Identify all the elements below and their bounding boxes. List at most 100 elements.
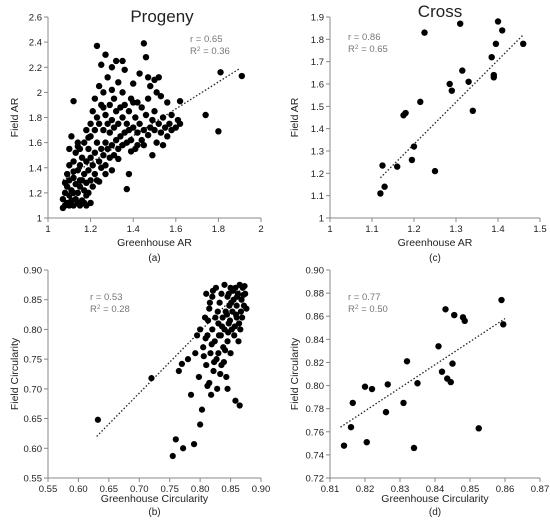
data-point [115, 120, 122, 127]
data-point [446, 80, 453, 88]
data-point [164, 99, 171, 106]
data-point [74, 143, 82, 150]
data-point [237, 326, 244, 333]
data-point [204, 317, 212, 324]
data-point [203, 290, 210, 297]
data-point [136, 120, 143, 127]
data-point [197, 326, 204, 333]
data-point [215, 128, 222, 135]
data-point [190, 441, 198, 448]
x-tick-label: 2 [258, 224, 263, 235]
data-point [76, 162, 84, 169]
data-point [123, 120, 131, 127]
data-point [108, 141, 116, 149]
data-point [76, 177, 84, 184]
data-point [235, 338, 242, 345]
panel-label: (d) [429, 507, 441, 518]
data-point [70, 168, 77, 175]
data-point [469, 107, 476, 115]
data-point [66, 162, 73, 169]
data-point [241, 282, 248, 290]
data-point [78, 154, 86, 161]
data-point [161, 124, 169, 131]
x-tick-label: 1 [45, 224, 50, 235]
data-point [108, 64, 116, 71]
x-tick-label: 0.85 [461, 484, 480, 495]
data-point [142, 111, 150, 119]
data-point [172, 124, 179, 131]
data-point [130, 99, 137, 106]
data-point [168, 111, 175, 119]
data-point [414, 380, 421, 387]
y-tick-label: 0.88 [306, 289, 325, 300]
data-point [91, 95, 99, 102]
data-point [449, 360, 456, 367]
data-point [410, 143, 418, 150]
data-point [494, 18, 502, 25]
x-tick-label: 0.90 [252, 484, 271, 495]
y-tick-label: 1.6 [311, 80, 324, 91]
data-point [93, 42, 101, 50]
data-point [402, 109, 409, 117]
data-point [220, 359, 227, 366]
stat-r: r = 0.53 [90, 292, 122, 303]
y-tick-label: 0.90 [24, 266, 43, 277]
y-tick-label: 1.1 [311, 191, 324, 202]
data-point [187, 391, 195, 398]
data-point [231, 323, 238, 330]
data-point [81, 170, 88, 178]
y-tick-label: 1.2 [311, 169, 324, 180]
data-point [207, 350, 214, 357]
y-tick-label: 1.8 [29, 113, 42, 124]
y-tick-label: 0.75 [24, 355, 43, 366]
data-point [121, 66, 128, 73]
data-point [223, 311, 231, 318]
data-point [442, 306, 449, 313]
data-point [157, 92, 165, 100]
data-point [87, 177, 94, 184]
y-tick-label: 0.90 [306, 266, 325, 277]
data-point [59, 195, 67, 203]
data-point [100, 89, 107, 96]
data-point [381, 183, 388, 190]
data-point [74, 189, 82, 197]
data-point [151, 108, 158, 115]
data-point [112, 136, 120, 144]
data-point [176, 120, 184, 127]
data-point [204, 382, 211, 389]
trendline [379, 34, 524, 179]
y-tick-label: 0.72 [306, 474, 325, 485]
data-point [134, 141, 141, 149]
data-point [100, 126, 107, 134]
data-point [209, 287, 217, 294]
data-point [106, 129, 113, 136]
data-point [172, 436, 179, 443]
data-point [102, 170, 109, 178]
data-point [115, 79, 122, 86]
data-point [125, 170, 133, 178]
x-tick-label: 0.81 [321, 484, 340, 495]
chart-panel-4: 0.81 0.82 0.83 0.84 0.85 0.86 0.87 0.72 0.74 0.76… [289, 266, 549, 519]
data-point [98, 61, 105, 68]
y-tick-label: 0.82 [306, 358, 325, 369]
data-point [198, 406, 206, 413]
data-point [216, 299, 223, 306]
x-tick-label: 1.3 [449, 224, 462, 235]
data-point [85, 145, 92, 153]
data-point [223, 373, 230, 381]
data-point [108, 86, 116, 94]
data-point [144, 131, 152, 139]
data-point [237, 308, 245, 315]
data-point [408, 156, 416, 164]
data-point [112, 57, 120, 65]
x-tick-label: 1 [327, 224, 332, 235]
chart-panel-1: 1 1.2 1.4 1.6 1.8 2 1 1.2 1.4 1.6 1.8 2 2.2 2.4 2.6 Gre… [9, 7, 264, 264]
data-point [68, 133, 75, 140]
y-tick-label: 0.65 [24, 414, 43, 425]
data-point [461, 317, 468, 325]
y-tick-label: 1.5 [311, 102, 324, 113]
data-point [176, 97, 184, 105]
x-tick-label: 1.6 [169, 224, 182, 235]
y-axis-title: Field AR [289, 97, 301, 137]
